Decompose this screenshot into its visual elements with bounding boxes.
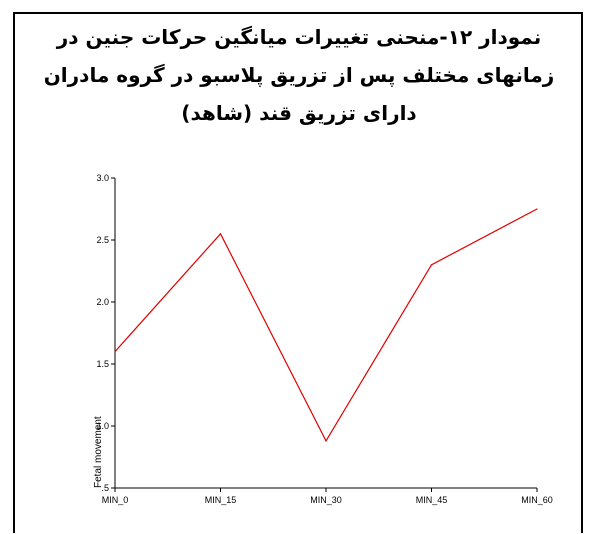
data-point — [430, 264, 433, 266]
data-point — [114, 351, 116, 353]
chart-title-line-2: زمانهای مختلف پس از تزریق پلاسبو در گروه… — [43, 63, 555, 87]
y-tick-label: 2.5 — [96, 235, 109, 245]
series-line — [114, 208, 538, 443]
chart-title-line-3: دارای تزریق قند (شاهد) — [181, 101, 417, 125]
y-tick-label: 2.0 — [96, 297, 109, 307]
x-tick-label: MIN_30 — [310, 495, 342, 505]
chart-frame — [13, 12, 583, 533]
y-axis-title: Fetal movement — [93, 416, 104, 488]
data-point — [219, 233, 222, 235]
x-tick-label: MIN_45 — [416, 495, 448, 505]
x-tick-label: MIN_60 — [521, 495, 553, 505]
y-tick-label: 1.0 — [96, 421, 109, 431]
chart-title-line-1: نمودار ۱۲-منحنی تغییرات میانگین حرکات جن… — [56, 25, 542, 49]
chart-title: نمودار ۱۲-منحنی تغییرات میانگین حرکات جن… — [20, 18, 578, 132]
y-tick-label: 3.0 — [96, 173, 109, 183]
x-tick-label: MIN_0 — [102, 495, 129, 505]
data-point — [325, 440, 327, 442]
y-tick-label: 1.5 — [96, 359, 109, 369]
plot-area: .5 1.0 1.5 2.0 2.5 3.0 MIN_0 MIN_15 MIN_30 MIN_45… — [93, 173, 553, 505]
y-tick-label: .5 — [101, 483, 109, 493]
data-point — [536, 208, 538, 210]
x-tick-label: MIN_15 — [205, 495, 237, 505]
